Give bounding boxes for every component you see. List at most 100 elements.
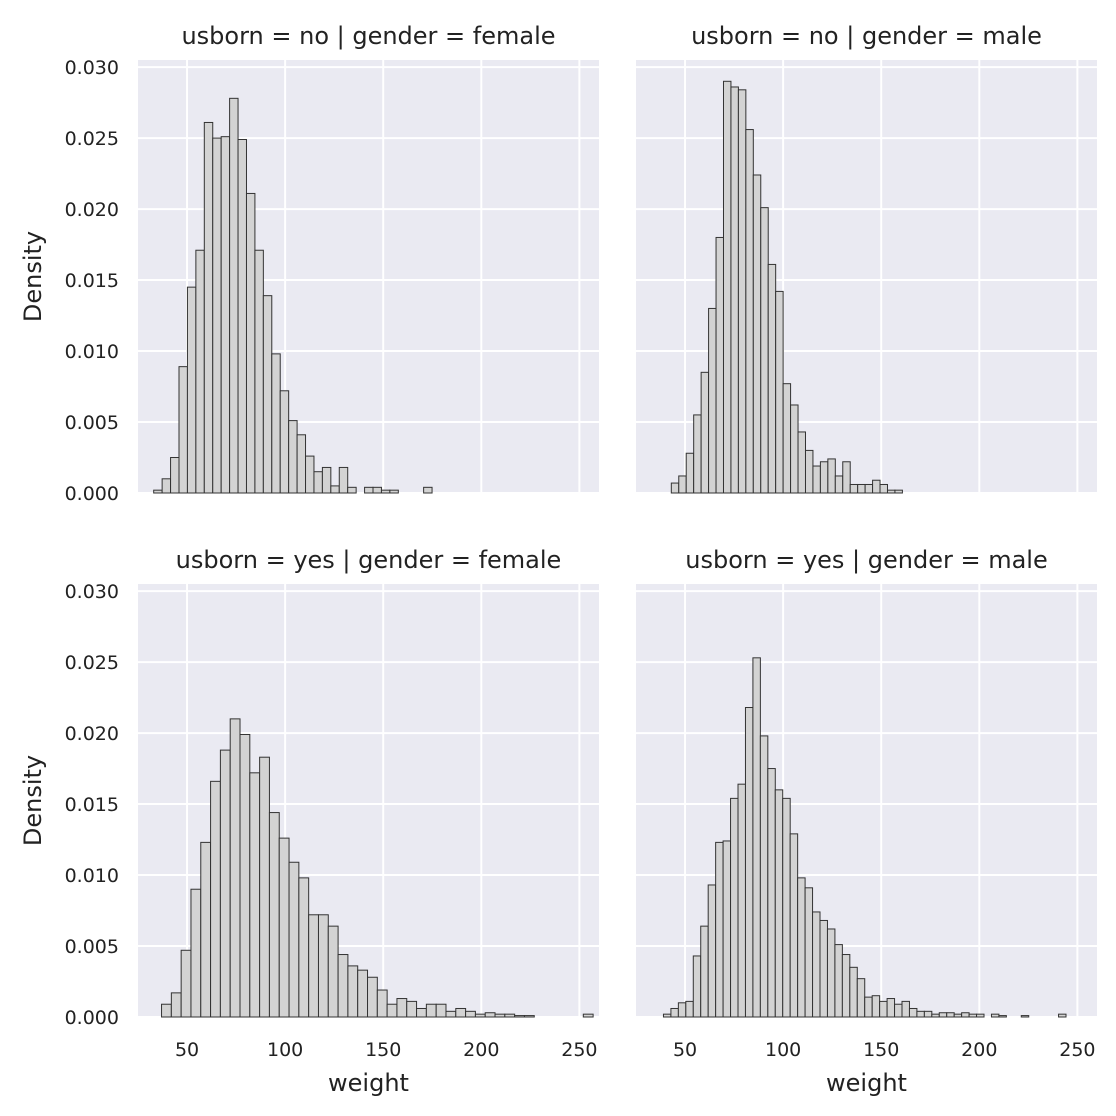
histogram-bar <box>782 383 792 494</box>
histogram-bar <box>834 475 844 494</box>
histogram-bar <box>797 431 806 494</box>
histogram-bar <box>797 877 806 1018</box>
histogram-bar <box>730 797 739 1018</box>
histogram-bar <box>864 996 873 1018</box>
histogram-bar <box>879 483 888 494</box>
histogram-bar <box>677 1002 687 1018</box>
y-tick-label: 0.000 <box>65 483 119 505</box>
histogram-bar <box>916 1010 925 1018</box>
histogram-bar <box>372 486 382 494</box>
histogram-bar <box>327 925 339 1018</box>
histogram-bar <box>819 919 828 1018</box>
histogram-bar <box>678 475 687 494</box>
histogram-bar <box>337 954 349 1018</box>
y-tick-label: 0.030 <box>65 57 119 79</box>
histogram-bar <box>396 998 408 1018</box>
histogram-bar <box>229 718 241 1018</box>
histogram-bar <box>423 486 433 494</box>
histogram-bar <box>308 914 319 1018</box>
histogram-bar <box>804 449 814 494</box>
histogram-bar <box>474 1013 486 1018</box>
histogram-bar <box>976 1013 985 1018</box>
histogram-bar <box>347 965 359 1018</box>
histogram-bar <box>357 969 369 1018</box>
panel-title: usborn = no | gender = male <box>691 22 1042 50</box>
histogram-bar <box>180 949 192 1018</box>
y-tick-label: 0.005 <box>65 936 119 958</box>
histogram-bar <box>494 1013 506 1018</box>
histogram-bar <box>406 1000 418 1018</box>
histogram-bar <box>842 461 851 494</box>
histogram-bar <box>722 80 732 494</box>
histogram-bar <box>953 1013 963 1018</box>
histogram-bar <box>259 756 270 1018</box>
histogram-bar <box>212 137 222 494</box>
histogram-bar <box>364 486 374 494</box>
histogram-bar <box>894 1003 903 1018</box>
histogram-bar <box>1020 1015 1030 1018</box>
histogram-bar <box>254 249 264 494</box>
panel-title: usborn = no | gender = female <box>181 22 555 50</box>
histogram-bar <box>465 1010 476 1018</box>
histogram-bar <box>313 471 323 494</box>
histogram-bar <box>759 735 769 1018</box>
histogram-bar <box>249 772 261 1018</box>
histogram-bar <box>707 884 717 1018</box>
histogram-bar <box>745 129 754 494</box>
x-tick-label: 150 <box>365 1039 401 1061</box>
histogram-bar <box>826 928 836 1018</box>
histogram-bar <box>744 707 754 1018</box>
histogram-bar <box>367 976 378 1018</box>
facet-panel-1: usborn = no | gender = female 0.000 0.005 0… <box>19 22 599 505</box>
histogram-bar <box>908 1007 918 1018</box>
histogram-bar <box>827 458 836 494</box>
histogram-bar <box>200 841 212 1018</box>
histogram-bar <box>737 89 747 494</box>
histogram-bar <box>812 911 821 1018</box>
histogram-bar <box>737 783 746 1018</box>
histogram-bar <box>715 841 724 1018</box>
histogram-bar <box>161 1003 172 1018</box>
panel-title: usborn = yes | gender = male <box>685 546 1047 574</box>
y-tick-label: 0.005 <box>65 412 119 434</box>
histogram-bar <box>901 1000 910 1018</box>
y-tick-label: 0.010 <box>65 341 119 363</box>
histogram-bar <box>871 995 881 1018</box>
histogram-bar <box>849 966 858 1018</box>
histogram-bar <box>857 483 866 494</box>
facet-panel-3: usborn = yes | gender = female 0.000 0.005… <box>19 546 599 1097</box>
histogram-bar <box>700 371 710 494</box>
histogram-bar <box>380 489 391 494</box>
histogram-bar <box>317 914 329 1018</box>
histogram-bar <box>819 461 829 494</box>
x-tick-label: 100 <box>765 1039 801 1061</box>
histogram-bar <box>425 1003 437 1018</box>
histogram-bar <box>812 465 821 494</box>
histogram-bar <box>730 86 739 494</box>
y-axis-title: Density <box>19 231 47 322</box>
histogram-bar <box>931 1013 940 1018</box>
histogram-bar <box>330 485 340 494</box>
histogram-bar <box>961 1012 970 1018</box>
histogram-bar <box>834 944 843 1018</box>
y-tick-label: 0.030 <box>65 581 119 603</box>
y-tick-label: 0.020 <box>65 723 119 745</box>
histogram-bar <box>386 1003 398 1018</box>
histogram-bar <box>879 1000 888 1018</box>
histogram-bar <box>279 390 290 494</box>
y-tick-label: 0.000 <box>65 1007 119 1029</box>
histogram-bar <box>504 1013 516 1018</box>
histogram-bar <box>229 97 239 494</box>
histogram-bar <box>789 833 799 1018</box>
histogram-bar <box>693 414 702 494</box>
histogram-bar <box>514 1015 525 1018</box>
x-tick-label: 50 <box>673 1039 697 1061</box>
histogram-bar <box>670 482 680 494</box>
histogram-bar <box>153 489 163 494</box>
x-tick-label: 200 <box>463 1039 499 1061</box>
histogram-bar <box>203 121 214 494</box>
histogram-bar <box>445 1010 457 1018</box>
histogram-bar <box>782 797 791 1018</box>
histogram-bar <box>271 353 281 494</box>
